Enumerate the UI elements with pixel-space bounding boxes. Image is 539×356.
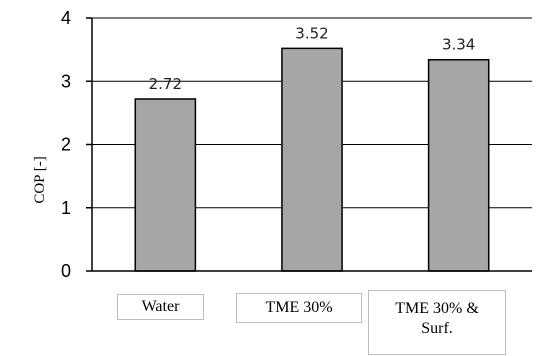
data-labels: 2.72 3.52 3.34 [149, 24, 476, 93]
category-label-line: TME 30% & [395, 300, 479, 317]
bars [134, 47, 490, 272]
y-tick-label-3: 3 [61, 71, 71, 91]
category-label-water: Water [117, 294, 204, 320]
axes [86, 17, 532, 272]
category-label-line: Surf. [421, 320, 453, 337]
category-label-text: TME 30% & Surf. [395, 300, 479, 337]
data-label-1: 3.52 [295, 24, 328, 42]
bar-1 [281, 47, 343, 272]
data-label-2: 3.34 [442, 36, 475, 54]
y-tick-label-0: 0 [61, 261, 71, 281]
bar-0 [134, 98, 197, 272]
bar-2 [427, 58, 490, 272]
y-tick-labels: 0 1 2 3 4 [61, 8, 71, 281]
y-axis-label: COP [-] [32, 156, 48, 203]
y-tick-label-2: 2 [61, 135, 71, 155]
y-tick-label-4: 4 [61, 8, 71, 28]
category-label-tme-30-surf: TME 30% & Surf. [368, 290, 506, 355]
y-tick-label-1: 1 [61, 198, 71, 218]
category-label-tme-30: TME 30% [236, 293, 362, 323]
data-label-0: 2.72 [149, 75, 182, 93]
